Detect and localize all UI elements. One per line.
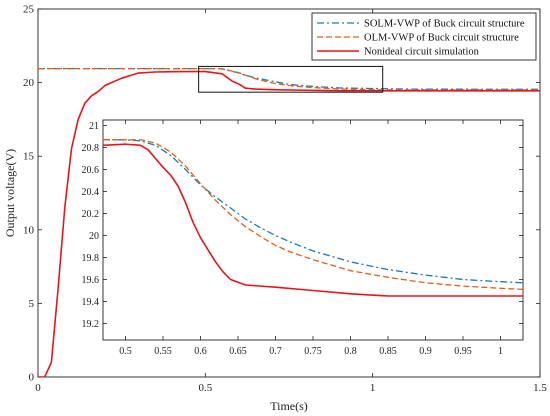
inset-y-tick-label: 20: [89, 231, 99, 242]
inset-x-tick-label: 0.85: [379, 346, 397, 357]
main-ticks: 0 0.5 1 1.5 0 5 10 15 20 25: [23, 4, 547, 395]
inset-x-tick-label: 0.65: [229, 346, 247, 357]
inset-series: [103, 139, 523, 297]
inset-y-tick-label: 20.6: [82, 165, 100, 176]
inset-ticks: 0.5 0.55 0.6 0.65 0.7 0.75 0.8 0.85 0.9 0.95 1 19.2…: [82, 120, 523, 357]
inset-y-tick-label: 21: [89, 121, 99, 132]
inset-y-tick-label: 20.8: [82, 143, 100, 154]
main-series-line-2: [38, 70, 540, 377]
inset-series-line-0: [103, 139, 523, 284]
main-x-tick-label: 0.5: [198, 382, 212, 394]
legend-label-solm: SOLM-VWP of Buck circuit structure: [364, 19, 525, 30]
inset-x-tick-label: 0.5: [119, 346, 132, 357]
main-series: [38, 67, 540, 377]
main-y-tick-label: 15: [23, 151, 35, 163]
main-y-tick-label: 5: [29, 298, 35, 310]
inset-x-tick-label: 0.95: [454, 346, 472, 357]
x-axis-label: Time(s): [270, 399, 308, 413]
inset-x-tick-label: 0.8: [344, 346, 357, 357]
inset-x-tick-label: 0.9: [419, 346, 432, 357]
main-y-tick-label: 10: [23, 224, 35, 236]
inset-x-tick-label: 0.6: [194, 346, 207, 357]
main-y-tick-label: 0: [29, 372, 35, 384]
inset-y-tick-label: 19.4: [82, 297, 100, 308]
inset-y-tick-label: 20.2: [82, 209, 100, 220]
inset-plot: 0.5 0.55 0.6 0.65 0.7 0.75 0.8 0.85 0.9 0.95 1 19.2…: [82, 119, 524, 357]
inset-series-line-1: [103, 139, 523, 291]
inset-y-tick-label: 20.4: [82, 187, 100, 198]
zoom-box: [198, 65, 384, 93]
legend-label-nonideal: Nonideal circuit simulation: [364, 47, 480, 58]
y-axis-label: Output voltage(V): [3, 149, 17, 237]
inset-y-tick-label: 19.2: [82, 319, 100, 330]
main-y-tick-label: 20: [23, 77, 35, 89]
inset-y-tick-label: 19.8: [82, 253, 100, 264]
inset-y-tick-label: 19.6: [82, 275, 100, 286]
main-x-tick-label: 1.5: [533, 382, 547, 394]
inset-frame: [102, 119, 524, 341]
inset-x-tick-label: 0.7: [269, 346, 282, 357]
inset-x-tick-label: 0.75: [304, 346, 322, 357]
inset-x-tick-label: 0.55: [154, 346, 172, 357]
main-x-tick-label: 1: [370, 382, 376, 394]
legend: SOLM-VWP of Buck circuit structure OLM-V…: [311, 12, 537, 61]
inset-series-line-2: [103, 143, 523, 297]
main-y-tick-label: 25: [23, 4, 35, 16]
legend-label-olm: OLM-VWP of Buck circuit structure: [364, 33, 519, 44]
main-x-tick-label: 0: [35, 382, 41, 394]
inset-x-tick-label: 1: [498, 346, 503, 357]
main-series-line-1: [38, 67, 540, 91]
